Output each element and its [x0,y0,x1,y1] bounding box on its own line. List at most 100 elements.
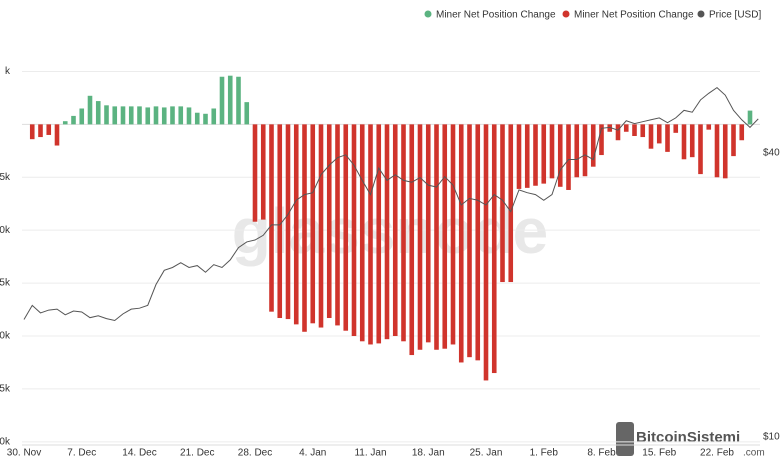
bar [302,124,307,332]
bar [219,76,225,125]
bar [310,124,316,324]
bar [62,121,68,125]
bar [574,124,580,178]
x-tick-label: 4. Jan [299,448,326,459]
bar [508,124,514,283]
bar [599,124,604,156]
bar [277,124,283,319]
bar [698,124,703,175]
bar [747,110,753,125]
bar [706,124,712,130]
y2-tick-label: $10 [763,432,780,443]
x-tick-label: 15. Feb [642,448,676,459]
bar [623,124,629,132]
x-tick-label: 11. Jan [354,448,386,459]
bar [227,75,233,125]
bar [656,124,662,144]
bar [236,76,241,125]
bar [211,108,217,125]
bar [145,107,151,125]
bar [607,124,613,132]
x-tick-label: 7. Dec [67,448,96,459]
bar [541,124,547,184]
bar [442,124,448,349]
bar [376,124,382,344]
bar [516,124,522,189]
bar [681,124,687,160]
bar [739,124,745,141]
bar [483,124,489,381]
bar [648,124,654,149]
bar [186,107,192,125]
x-tick-label: 1. Feb [530,448,559,459]
bar [244,102,250,125]
price-line [23,86,759,322]
bar [392,124,398,337]
bar [269,124,274,312]
legend-label: Miner Net Position Change [436,10,556,21]
bar [409,124,415,356]
bar [524,124,530,188]
bar [450,124,456,345]
bar [500,124,505,283]
bar [557,124,563,187]
bar [203,113,208,125]
bar [458,124,464,363]
bar [120,106,126,125]
bar [194,112,200,125]
bar [104,105,109,125]
bar [590,124,596,167]
legend-label: Miner Net Position Change [574,10,694,21]
y-tick-label: 15k [0,278,11,289]
bar [29,124,35,140]
bar [615,124,621,141]
bar [359,124,365,342]
bar [79,108,85,125]
bar [335,124,340,326]
legend-marker [562,10,570,18]
bar [137,106,142,125]
bar [491,124,497,374]
bar [714,124,720,178]
bar [326,124,332,319]
bar [260,124,266,220]
y-tick-label: 25k [0,384,11,395]
legend-marker [697,10,705,18]
bar [54,124,60,146]
bar [689,124,695,158]
bar [533,124,538,186]
logo-icon [616,422,634,456]
bar [285,124,291,320]
y-tick-label: 10k [0,225,11,236]
x-tick-label: 14. Dec [122,448,156,459]
y-tick-label: 20k [0,331,11,342]
bar [87,95,93,125]
bar [417,124,423,350]
watermark-logo: BitcoinSistemi [636,429,740,446]
bar [640,124,646,138]
x-tick-label: 8. Feb [587,448,616,459]
bar [467,124,472,358]
bar [665,124,670,152]
bar [293,124,299,325]
y-tick-label: 5k [0,172,11,183]
x-tick-label: 30. Nov [7,448,41,459]
x-tick-label: 21. Dec [180,448,214,459]
bar [582,124,588,177]
bar [128,106,134,125]
bar [351,124,357,337]
bar [112,106,118,125]
bar [38,124,43,138]
y-tick-label: k [5,66,11,77]
bar [318,124,324,328]
bar [731,124,736,157]
x-tick-label: 28. Dec [238,448,272,459]
bar [549,124,555,179]
x-tick-label: 25. Jan [470,448,503,459]
bar [673,124,679,133]
y2-tick-label: $40 [763,148,780,159]
legend-label: Price [USD] [709,10,761,21]
bar [368,124,373,345]
bar [153,106,159,125]
